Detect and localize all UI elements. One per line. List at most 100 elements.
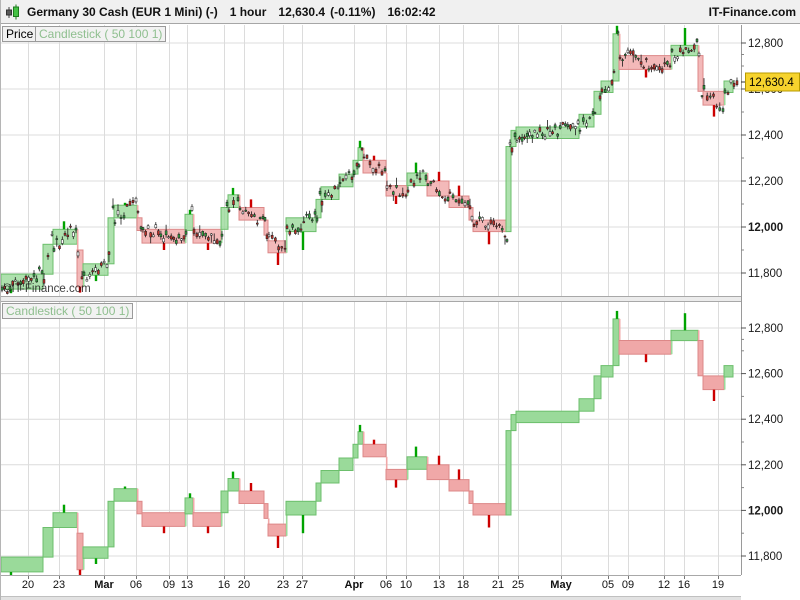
candle <box>409 179 413 183</box>
time-axis-tick <box>518 576 519 579</box>
candle <box>182 235 186 240</box>
candle <box>225 201 229 206</box>
candle <box>61 239 64 244</box>
indicator-block <box>357 431 364 445</box>
candle <box>285 225 289 229</box>
candle <box>548 131 552 137</box>
candle <box>76 251 80 257</box>
candle <box>443 198 447 202</box>
candle <box>294 229 297 234</box>
time-axis-tick <box>684 576 685 579</box>
candle <box>146 225 150 229</box>
indicator-panel-chart[interactable] <box>1 302 741 575</box>
candle <box>116 210 120 216</box>
indicator-block <box>448 479 470 492</box>
watermark: ©IT-Finance.com <box>3 283 91 295</box>
candle <box>660 68 664 73</box>
current-price-badge: 12,630.4 <box>745 72 800 92</box>
candle <box>198 232 202 237</box>
indicator-block <box>42 527 54 558</box>
candle <box>250 214 253 218</box>
candle <box>546 127 549 130</box>
candle <box>475 221 479 225</box>
candle <box>291 224 294 228</box>
indicator-block <box>505 146 512 233</box>
candle <box>350 176 354 180</box>
candle <box>72 232 75 237</box>
candle <box>177 234 181 239</box>
indicator-tab-indicator-panel[interactable]: Candlestick ( 50 100 1) <box>2 303 134 319</box>
candle <box>336 187 340 189</box>
panel-splitter[interactable] <box>1 296 741 302</box>
title-bar: Germany 30 Cash (EUR 1 Mini) (-) 1 hour … <box>1 0 800 24</box>
candle <box>726 92 730 95</box>
indicator-block <box>220 490 229 514</box>
candle <box>280 246 284 249</box>
candle <box>338 181 342 184</box>
candle <box>663 62 666 65</box>
time-axis-label: 13 <box>180 579 194 591</box>
candle <box>169 235 173 240</box>
candle <box>274 237 277 242</box>
brand-link[interactable]: IT-Finance.com <box>708 4 796 19</box>
candle <box>102 261 106 264</box>
candle <box>621 59 624 61</box>
candle <box>323 192 327 197</box>
indicator-block <box>136 500 143 515</box>
indicator-block <box>472 503 507 516</box>
indicator-tab-price-panel[interactable]: Candlestick ( 50 100 1) <box>35 26 167 42</box>
price-panel-tab[interactable]: Price <box>2 26 38 42</box>
candle <box>347 171 351 173</box>
price-panel-chart[interactable]: ©IT-Finance.com <box>1 25 741 296</box>
time-axis-label: 06 <box>379 579 393 591</box>
candle <box>1 287 4 291</box>
candle <box>192 228 196 234</box>
time-axis-tick <box>386 576 387 579</box>
candle <box>556 133 559 137</box>
time-axis-label: Mar <box>94 579 114 591</box>
indicator-block <box>267 523 287 537</box>
candle <box>263 217 267 221</box>
candle <box>247 211 250 215</box>
price-axis[interactable]: 12,800 12,600 12,400 12,200 12,000 11,800 12,8… <box>741 0 800 600</box>
candle <box>232 200 235 205</box>
candle <box>380 171 384 176</box>
candle <box>388 185 392 187</box>
svg-text:12,630.4: 12,630.4 <box>749 77 794 89</box>
candle <box>377 163 381 166</box>
indicator-block <box>338 457 354 471</box>
indicator-block <box>192 512 222 527</box>
indicator-block <box>362 443 387 458</box>
candle <box>159 233 163 238</box>
candle <box>415 174 419 177</box>
candle <box>261 216 265 219</box>
time-axis[interactable]: 20 23 Mar 06 09 13 16 20 23 27 Apr 06 10 13 18 21 25 May 0… <box>1 575 741 597</box>
candle <box>513 132 517 137</box>
candle <box>652 64 656 69</box>
candle <box>66 234 70 237</box>
candle <box>676 56 679 60</box>
time-axis-tick <box>224 576 225 579</box>
candle <box>505 239 509 242</box>
time-axis-label: 23 <box>276 579 290 591</box>
candle <box>267 234 271 237</box>
price-axis-label: 12,600 <box>748 369 783 381</box>
candle <box>327 192 330 196</box>
candle <box>607 87 610 92</box>
candle <box>454 199 458 203</box>
candle <box>3 286 6 289</box>
last-price: 12,630.4 <box>278 4 326 19</box>
candle <box>74 227 78 231</box>
candle <box>395 185 398 188</box>
candle <box>574 126 577 129</box>
candle <box>6 291 9 294</box>
candle <box>52 248 56 252</box>
candle <box>344 174 348 180</box>
candle <box>69 225 72 228</box>
indicator-block <box>184 213 194 231</box>
change-percent: (-0.11%) <box>330 4 376 19</box>
candle <box>308 213 311 219</box>
indicator-block <box>578 398 595 412</box>
indicator-block <box>406 456 428 470</box>
candle <box>283 247 287 250</box>
